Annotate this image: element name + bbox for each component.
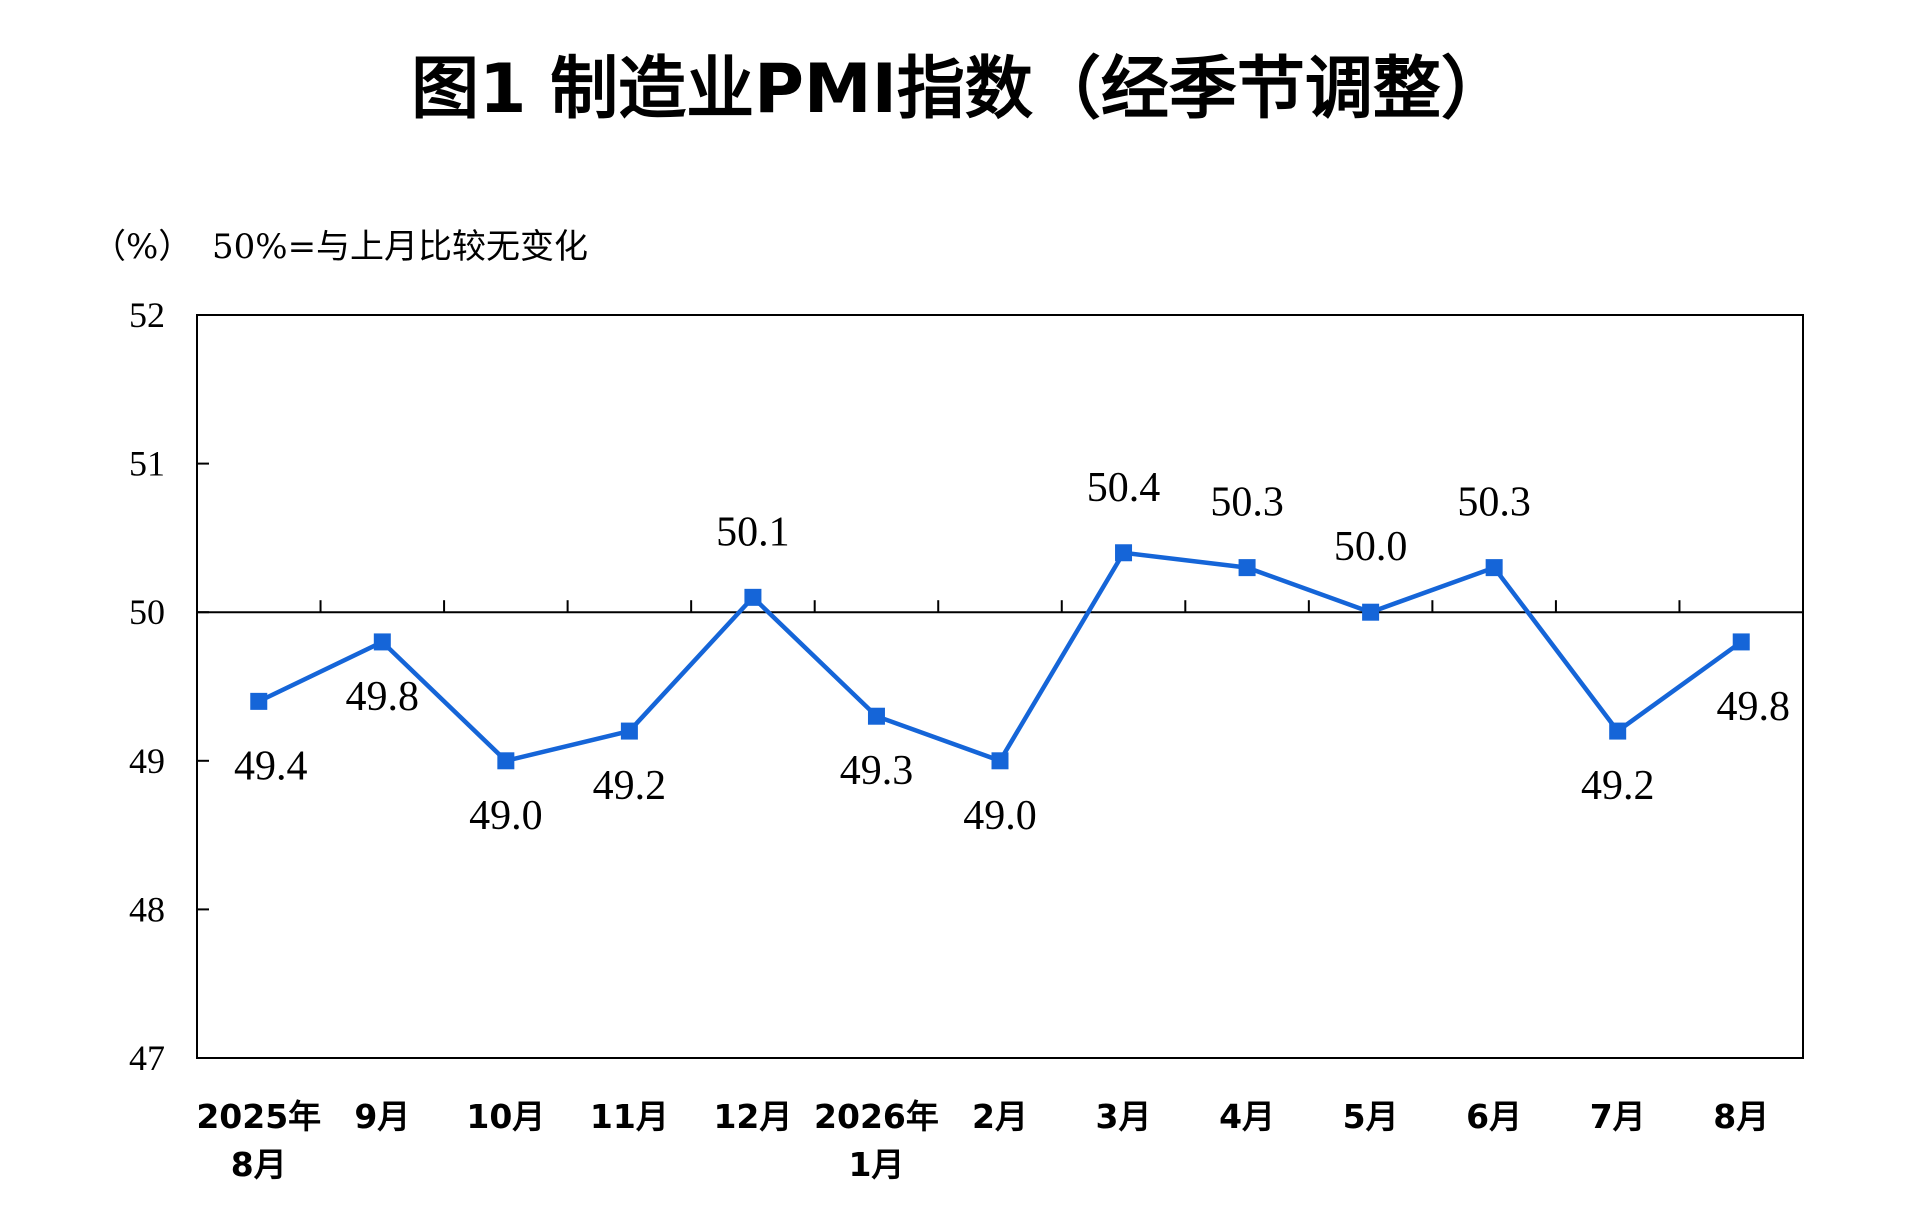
x-tick-label: 10月: [466, 1097, 545, 1136]
x-tick-label: 12月: [713, 1097, 792, 1136]
data-point: [497, 752, 515, 770]
data-label: 49.0: [469, 793, 543, 839]
x-tick-label: 11月: [590, 1097, 669, 1136]
x-tick-label: 2026年: [814, 1097, 939, 1136]
x-tick-label: 2月: [972, 1097, 1028, 1136]
data-label: 50.3: [1457, 480, 1531, 526]
x-tick-label: 1月: [848, 1145, 904, 1184]
x-tick-label: 4月: [1219, 1097, 1275, 1136]
chart-title: 图1 制造业PMI指数（经季节调整）: [411, 50, 1509, 129]
data-point: [1115, 544, 1133, 562]
y-tick-label: 50: [129, 592, 165, 632]
x-tick-label: 7月: [1590, 1097, 1646, 1136]
plot-frame: [196, 314, 1804, 1059]
data-point: [744, 588, 762, 606]
x-tick-label: 8月: [231, 1145, 287, 1184]
data-point: [991, 752, 1009, 770]
data-label: 49.0: [963, 793, 1037, 839]
series-line: [257, 550, 1743, 764]
plot-area: 47 48 49 50 51 52 2025年 8月 9月 10月 11月 12月 2026年 1月 2月 3…: [129, 295, 1804, 1184]
x-tick-label: 2025年: [196, 1097, 321, 1136]
data-point: [1732, 633, 1750, 651]
data-point: [867, 707, 885, 725]
data-label: 49.4: [234, 743, 308, 789]
data-label: 50.0: [1334, 524, 1408, 570]
y-tick-label: 47: [129, 1038, 165, 1078]
data-label: 49.3: [840, 748, 914, 794]
data-point: [1609, 722, 1627, 740]
unit-note: （%）: [92, 227, 192, 267]
data-point: [1485, 559, 1503, 577]
data-point: [250, 692, 268, 710]
reference-note: 50%=与上月比较无变化: [212, 227, 588, 267]
data-point: [620, 722, 638, 740]
data-label: 50.3: [1210, 480, 1284, 526]
x-tick-label: 8月: [1713, 1097, 1769, 1136]
y-tick-label: 52: [129, 295, 165, 335]
y-tick-label: 48: [129, 889, 165, 929]
data-label: 49.8: [346, 674, 420, 720]
y-tick-label: 49: [129, 741, 165, 781]
x-tick-label: 9月: [354, 1097, 410, 1136]
data-label: 49.8: [1716, 684, 1790, 730]
x-tick-label: 6月: [1466, 1097, 1522, 1136]
y-tick-label: 51: [129, 444, 165, 484]
data-point: [373, 633, 391, 651]
data-label: 50.1: [716, 509, 790, 555]
data-label: 49.2: [1581, 763, 1655, 809]
data-label: 49.2: [593, 763, 667, 809]
x-tick-label: 5月: [1343, 1097, 1399, 1136]
x-tick-label: 3月: [1096, 1097, 1152, 1136]
data-label: 50.4: [1087, 465, 1161, 511]
data-point: [1238, 559, 1256, 577]
data-point: [1362, 603, 1380, 621]
